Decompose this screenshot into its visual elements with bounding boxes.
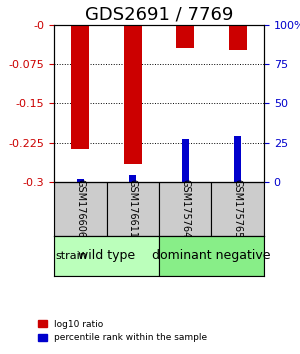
Text: GSM176606: GSM176606 — [75, 179, 85, 238]
Bar — [182, 139, 189, 182]
Bar — [229, 25, 247, 50]
Bar — [176, 25, 194, 48]
Text: GSM175764: GSM175764 — [180, 179, 190, 239]
Text: GSM175765: GSM175765 — [233, 179, 243, 239]
FancyBboxPatch shape — [159, 182, 211, 236]
Bar — [76, 179, 84, 182]
Bar — [124, 25, 142, 164]
Title: GDS2691 / 7769: GDS2691 / 7769 — [85, 5, 233, 23]
FancyBboxPatch shape — [159, 236, 264, 276]
FancyBboxPatch shape — [54, 236, 159, 276]
Text: wild type: wild type — [78, 250, 135, 262]
Text: dominant negative: dominant negative — [152, 250, 271, 262]
Legend: log10 ratio, percentile rank within the sample: log10 ratio, percentile rank within the … — [34, 316, 211, 346]
Bar — [234, 136, 242, 182]
Text: GSM176611: GSM176611 — [128, 179, 138, 238]
FancyBboxPatch shape — [54, 182, 106, 236]
FancyBboxPatch shape — [212, 182, 264, 236]
Bar — [71, 25, 89, 149]
Text: strain: strain — [55, 251, 87, 261]
Bar — [129, 175, 136, 182]
FancyBboxPatch shape — [106, 182, 159, 236]
